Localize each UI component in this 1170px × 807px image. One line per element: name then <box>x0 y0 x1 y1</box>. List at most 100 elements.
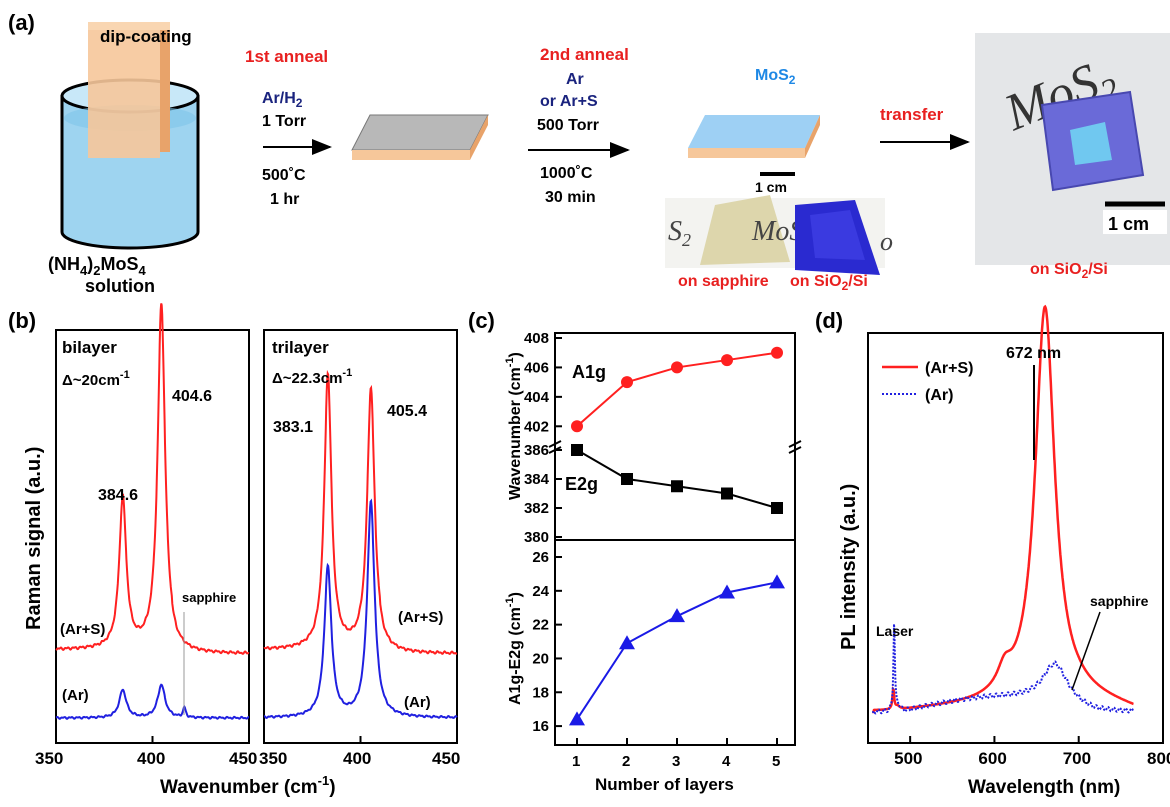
c-xtick-label-4: 5 <box>772 753 780 770</box>
solution-label-line2: solution <box>85 276 155 296</box>
panel-b-left-xaxis: 350 400 450 <box>35 749 257 768</box>
photo-text-o: o <box>880 227 893 256</box>
c-ylabel-top: Wavenumber (cm-1) <box>504 352 524 500</box>
b-series-ars-1 <box>263 369 458 655</box>
c-diff-point-3 <box>719 584 735 599</box>
c-diff-point-0 <box>569 711 585 726</box>
c-ytick-upper-label-0: 402 <box>524 418 549 435</box>
c-e2g-line <box>576 449 778 509</box>
anneal1-title: 1st anneal <box>245 47 328 66</box>
photo-text-s2: S2 <box>668 216 691 250</box>
c-e2g-label: E2g <box>565 474 598 494</box>
anneal2-pressure: 500 Torr <box>537 117 599 134</box>
c-a1g-point-1 <box>621 376 633 389</box>
b-right-peak1: 383.1 <box>273 419 313 436</box>
c-e2g-point-0 <box>571 444 583 456</box>
c-e2g-point-4 <box>771 502 783 514</box>
panel-d-ylabel: PL intensity (a.u.) <box>838 484 860 650</box>
c-diff-line <box>576 581 778 720</box>
panel-c-axes: 1 2 3 4 5 402 404 406 408 380 382 384 386 16 18 20 22 24 2… <box>524 330 802 770</box>
b-left-delta: Δ~20cm-1 <box>62 369 130 389</box>
b-right-tick-450: 450 <box>432 749 460 768</box>
b-sapphire-label: sapphire <box>182 590 236 605</box>
c-e2g-point-3 <box>721 487 733 500</box>
b-right-tick-400: 400 <box>343 749 371 768</box>
panel-b-left-frame <box>55 329 250 744</box>
b-series-ar-1 <box>263 498 458 719</box>
c-xtick-label-0: 1 <box>572 753 580 770</box>
b-right-tick-350: 350 <box>259 749 287 768</box>
b-left-ar-label: (Ar) <box>62 687 89 704</box>
c-ytick-bottom-label-5: 26 <box>532 549 549 566</box>
c-diff-point-2 <box>669 608 685 623</box>
c-e2g-point-2 <box>671 480 683 493</box>
anneal1-gas: Ar/H2 <box>262 90 303 110</box>
b-left-tick-350: 350 <box>35 749 63 768</box>
panel-d-spectra <box>872 304 1135 715</box>
b-left-tick-400: 400 <box>137 749 165 768</box>
c-axis-break-left <box>548 440 562 454</box>
c-ytick-upper-label-1: 404 <box>524 389 550 406</box>
panel-d-xlabel: Wavelength (nm) <box>968 777 1120 798</box>
c-ytick-lower-label-0: 380 <box>524 529 549 546</box>
d-legend-ar: (Ar) <box>925 387 953 404</box>
d-xtick-label-3: 800 <box>1147 749 1170 768</box>
anneal2-time: 30 min <box>545 189 596 206</box>
d-sapphire-pointer <box>1071 611 1101 691</box>
panel-a-label: (a) <box>8 10 35 35</box>
c-ytick-upper-label-3: 408 <box>524 330 549 347</box>
b-left-peak1: 384.6 <box>98 487 138 504</box>
photo-text-mos: MoS <box>751 216 803 247</box>
c-ytick-lower-label-3: 386 <box>524 442 549 459</box>
scale-bar-2-label: 1 cm <box>1108 214 1149 234</box>
d-peak-label: 672 nm <box>1006 345 1061 362</box>
b-right-ar-label: (Ar) <box>404 694 431 711</box>
c-xtick-label-3: 4 <box>722 753 731 770</box>
c-xtick-label-2: 3 <box>672 753 680 770</box>
beaker-illustration: dip-coating <box>60 22 200 250</box>
panel-b-right-xaxis: 350 400 450 <box>259 749 460 768</box>
b-right-title: trilayer <box>272 338 329 357</box>
d-sapphire-label: sapphire <box>1090 593 1149 609</box>
b-series-ar-0 <box>55 683 250 720</box>
d-series-ars <box>872 304 1134 714</box>
c-xtick-label-1: 2 <box>622 753 630 770</box>
c-a1g-point-4 <box>771 346 783 359</box>
on-sio2-label-2: on SiO2/Si <box>1030 261 1108 281</box>
panel-b-ylabel: Raman signal (a.u.) <box>23 447 45 630</box>
scale-bar-1-label: 1 cm <box>755 179 787 195</box>
c-e2g-point-1 <box>621 473 633 485</box>
panel-d-frame <box>867 332 1164 744</box>
panel-d-label: (d) <box>815 308 843 333</box>
c-diff-point-4 <box>769 574 785 589</box>
c-diff-point-1 <box>619 635 635 650</box>
b-right-peak2: 405.4 <box>387 403 427 420</box>
panel-c-series <box>569 346 785 726</box>
d-series-ar <box>872 623 1135 715</box>
anneal2-title: 2nd anneal <box>540 45 629 64</box>
panel-c-label: (c) <box>468 308 495 333</box>
d-laser-label: Laser <box>876 623 914 639</box>
anneal2-gas1: Ar <box>566 71 584 88</box>
anneal1-time: 1 hr <box>270 191 299 208</box>
b-left-title: bilayer <box>62 338 117 357</box>
c-axis-break-right <box>788 440 802 454</box>
dip-coating-label: dip-coating <box>100 27 192 46</box>
panel-b-spectra <box>55 303 458 743</box>
c-ytick-lower-label-1: 382 <box>524 500 549 517</box>
panel-b-xlabel: Wavenumber (cm-1) <box>160 773 336 798</box>
c-a1g-point-2 <box>671 361 683 374</box>
c-ytick-upper-label-2: 406 <box>524 359 549 376</box>
panel-d-axes: 500 600 700 800 <box>894 736 1170 768</box>
b-right-delta: Δ~22.3cm-1 <box>272 367 352 387</box>
c-ylabel-bottom: A1g-E2g (cm-1) <box>504 592 524 705</box>
anneal1-pressure: 1 Torr <box>262 113 306 130</box>
c-a1g-point-3 <box>721 354 733 367</box>
anneal2-temp: 1000˚C <box>540 165 593 182</box>
c-xlabel: Number of layers <box>595 775 734 794</box>
anneal1-temp: 500˚C <box>262 167 306 184</box>
b-left-tick-450: 450 <box>229 749 257 768</box>
b-right-ars-label: (Ar+S) <box>398 609 443 626</box>
c-ytick-bottom-label-1: 18 <box>532 684 549 701</box>
b-left-peak2: 404.6 <box>172 388 212 405</box>
